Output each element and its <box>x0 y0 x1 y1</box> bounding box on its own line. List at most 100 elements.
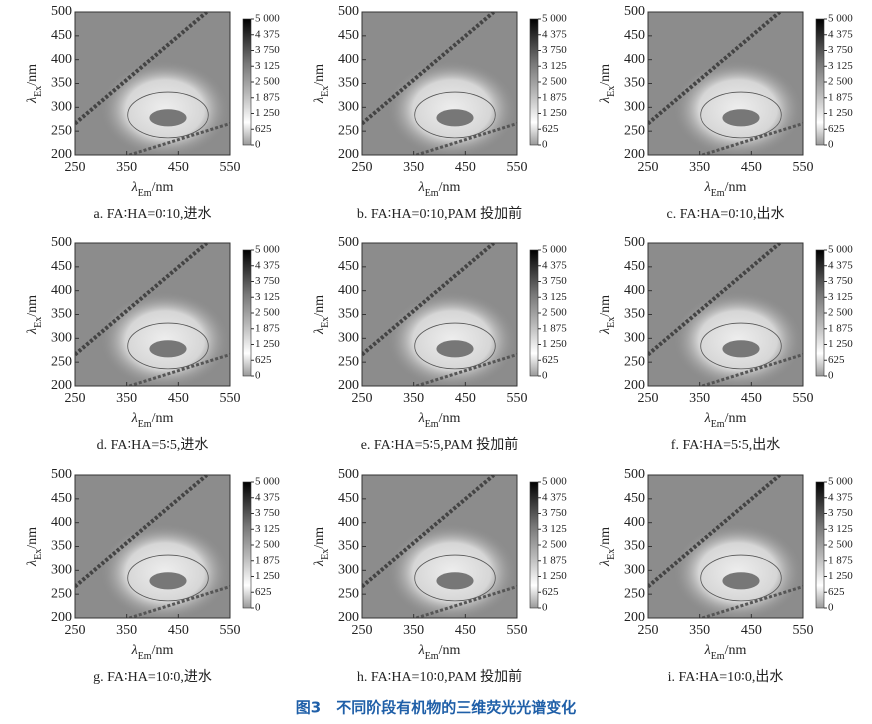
x-tick-label: 250 <box>65 391 86 406</box>
y-tick-label: 250 <box>338 123 359 138</box>
colorbar-tick-label: 1 875 <box>255 554 280 566</box>
contour-core <box>722 572 760 590</box>
colorbar-tick-label: 1 875 <box>542 554 567 566</box>
y-tick-label: 300 <box>624 331 645 346</box>
panel-caption: b. FA∶HA=0∶10,PAM 投加前 <box>357 205 522 222</box>
y-tick-label: 500 <box>51 467 72 482</box>
colorbar-tick-label: 5 000 <box>255 13 280 25</box>
colorbar-tick-label: 4 375 <box>542 259 567 271</box>
label-symbol: λ <box>598 97 613 104</box>
y-tick-label: 200 <box>338 610 359 625</box>
y-tick-label: 250 <box>51 586 72 601</box>
x-tick-label: 350 <box>689 623 710 638</box>
y-tick-label: 500 <box>624 467 645 482</box>
label-sub: Em <box>138 188 152 199</box>
colorbar-tick-label: 5 000 <box>828 476 853 488</box>
plot-area <box>362 243 517 386</box>
colorbar-tick-label: 1 875 <box>828 322 853 334</box>
label-sub: Ex <box>606 317 617 328</box>
colorbar-tick-label: 5 000 <box>828 244 853 256</box>
y-tick-label: 450 <box>338 28 359 43</box>
x-tick-label: 550 <box>793 391 814 406</box>
fluorescence-region <box>386 60 517 155</box>
colorbar-tick-label: 5 000 <box>828 13 853 25</box>
label-sub: Ex <box>320 86 331 97</box>
label-unit: /nm <box>439 411 461 426</box>
fluorescence-region <box>672 60 803 155</box>
colorbar-tick-label: 0 <box>542 370 548 382</box>
scatter-band-2 <box>415 585 517 618</box>
label-unit: /nm <box>439 643 461 658</box>
colorbar-tick-label: 3 750 <box>542 275 567 287</box>
colorbar-tick-label: 2 500 <box>542 539 567 551</box>
x-tick-label: 350 <box>403 160 424 175</box>
x-tick-label: 550 <box>793 160 814 175</box>
colorbar-tick-label: 4 375 <box>828 28 853 40</box>
colorbar-tick-label: 2 500 <box>255 307 280 319</box>
scatter-band-2 <box>415 122 517 155</box>
contour-core <box>149 572 187 590</box>
contour <box>414 91 496 139</box>
colorbar-tick-label: 1 875 <box>255 91 280 103</box>
label-unit: /nm <box>152 180 174 195</box>
colorbar-tick-label: 0 <box>255 370 261 382</box>
panel: 250 350 450 550200250300350400450500λEm/nmλ… <box>25 235 280 453</box>
y-tick-label: 200 <box>624 147 645 162</box>
label-symbol: λ <box>131 180 138 195</box>
axis-label: λEm/nm <box>418 643 461 662</box>
y-tick-label: 350 <box>51 539 72 554</box>
scatter-band <box>362 12 496 126</box>
label-sub: Em <box>138 651 152 662</box>
y-tick-label: 300 <box>51 331 72 346</box>
colorbar-tick-label: 1 875 <box>542 322 567 334</box>
colorbar-tick-label: 625 <box>255 354 272 366</box>
x-tick-label: 350 <box>403 623 424 638</box>
scatter-band <box>648 475 782 589</box>
x-tick-label: 450 <box>455 391 476 406</box>
axis-label: λEx/nm <box>598 527 617 567</box>
colorbar-tick-label: 3 125 <box>255 60 280 72</box>
colorbar-tick-label: 3 750 <box>542 44 567 56</box>
colorbar-tick-label: 3 750 <box>542 507 567 519</box>
y-tick-label: 450 <box>338 491 359 506</box>
label-symbol: λ <box>312 97 327 104</box>
y-tick-label: 400 <box>51 52 72 67</box>
colorbar-tick-label: 1 250 <box>542 107 567 119</box>
scatter-band <box>648 12 782 126</box>
colorbar-tick-label: 3 750 <box>255 507 280 519</box>
y-tick-label: 450 <box>624 491 645 506</box>
scatter-band-2 <box>128 353 230 386</box>
axis-label: λEm/nm <box>704 643 747 662</box>
colorbar-tick-label: 3 125 <box>828 291 853 303</box>
panel: 250 350 450 550200250300350400450500λEm/nmλ… <box>25 4 280 222</box>
y-tick-label: 300 <box>51 100 72 115</box>
colorbar-tick-label: 3 750 <box>828 44 853 56</box>
label-unit: /nm <box>152 411 174 426</box>
colorbar-tick-label: 3 125 <box>255 523 280 535</box>
x-tick-label: 550 <box>507 623 528 638</box>
x-tick-label: 250 <box>638 160 659 175</box>
colorbar-tick-label: 4 375 <box>255 491 280 503</box>
label-unit: /nm <box>598 64 613 86</box>
axis-label: λEx/nm <box>25 295 44 335</box>
y-tick-label: 200 <box>338 378 359 393</box>
fluorescence-region <box>99 60 230 155</box>
colorbar-tick-label: 1 875 <box>828 91 853 103</box>
fluorescence-region <box>386 523 517 618</box>
panel: 250 350 450 550200250300350400450500λEm/nmλ… <box>312 4 567 222</box>
axis-label: λEx/nm <box>25 527 44 567</box>
colorbar-tick-label: 625 <box>828 586 845 598</box>
label-symbol: λ <box>418 180 425 195</box>
y-tick-label: 350 <box>51 307 72 322</box>
y-tick-label: 300 <box>51 563 72 578</box>
label-unit: /nm <box>598 527 613 549</box>
x-tick-label: 450 <box>168 160 189 175</box>
colorbar-tick-label: 3 125 <box>542 291 567 303</box>
scatter-band-2 <box>128 585 230 618</box>
x-tick-label: 350 <box>403 391 424 406</box>
axis-label: λEm/nm <box>704 180 747 199</box>
y-tick-label: 250 <box>51 354 72 369</box>
contour-core <box>436 340 474 358</box>
plot-area <box>648 243 803 386</box>
label-sub: Em <box>711 651 725 662</box>
